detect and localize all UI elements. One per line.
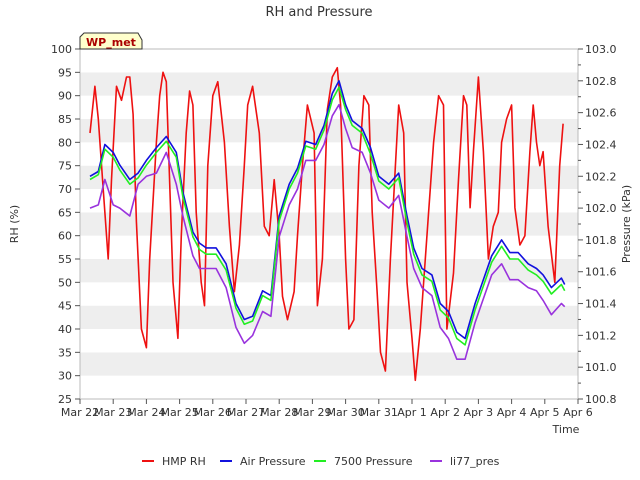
legend-label: Air Pressure [240, 455, 306, 468]
right-tick-label: 101.8 [585, 234, 617, 247]
left-tick-label: 50 [58, 276, 72, 289]
site-badge: WP_met [79, 32, 143, 50]
left-tick-label: 40 [58, 323, 72, 336]
x-tick-label: Mar 28 [260, 406, 298, 419]
left-tick-label: 55 [58, 253, 72, 266]
legend-label: li77_pres [450, 455, 500, 468]
left-tick-label: 70 [58, 183, 72, 196]
left-tick-label: 35 [58, 346, 72, 359]
right-tick-label: 101.6 [585, 266, 617, 279]
grid-band [80, 49, 578, 73]
right-tick-label: 101.0 [585, 361, 617, 374]
x-tick-label: Apr 3 [464, 406, 494, 419]
x-tick-label: Mar 31 [360, 406, 398, 419]
right-tick-label: 102.6 [585, 107, 617, 120]
left-tick-label: 95 [58, 66, 72, 79]
grid-band [80, 189, 578, 213]
y-axis-label-left: RH (%) [8, 205, 21, 243]
series-air-pressure-line [89, 80, 566, 340]
x-tick-label: Mar 22 [61, 406, 99, 419]
x-tick-label: Apr 2 [430, 406, 460, 419]
x-tick-label: Mar 24 [127, 406, 165, 419]
right-tick-label: 102.2 [585, 170, 617, 183]
x-tick-label: Mar 25 [160, 406, 198, 419]
x-tick-label: Apr 1 [397, 406, 427, 419]
grid-band [80, 235, 578, 259]
left-tick-label: 65 [58, 206, 72, 219]
legend: HMP RH Air Pressure 7500 Pressure li77_pres [142, 455, 500, 468]
grid-band [80, 352, 578, 376]
grid-band [80, 72, 578, 96]
legend-label: 7500 Pressure [334, 455, 413, 468]
x-tick-label: Mar 30 [326, 406, 364, 419]
left-tick-label: 80 [58, 136, 72, 149]
left-tick-label: 100 [51, 43, 72, 56]
x-tick-label: Mar 29 [293, 406, 331, 419]
left-tick-label: 45 [58, 300, 72, 313]
left-tick-label: 75 [58, 160, 72, 173]
grid-band [80, 212, 578, 236]
grid-band [80, 165, 578, 189]
right-tick-label: 102.8 [585, 75, 617, 88]
series-li77-pres-line [89, 103, 566, 361]
right-tick-label: 103.0 [585, 43, 617, 56]
y-axis-label-right: Pressure (kPa) [620, 185, 633, 263]
right-tick-label: 102.0 [585, 202, 617, 215]
x-tick-label: Mar 27 [227, 406, 265, 419]
x-tick-label: Apr 6 [563, 406, 593, 419]
right-tick-label: 100.8 [585, 393, 617, 406]
left-axis: 25 30 35 40 45 50 55 60 65 70 75 80 85 90 95 100 [51, 43, 80, 406]
series-7500-pressure-line [89, 86, 566, 346]
x-tick-label: Mar 26 [194, 406, 232, 419]
x-tick-label: Apr 4 [497, 406, 527, 419]
left-tick-label: 25 [58, 393, 72, 406]
series-hmp-rh-line [89, 66, 564, 382]
series-lines [89, 66, 566, 382]
grid-band [80, 329, 578, 353]
grid-band [80, 375, 578, 399]
grid-band [80, 305, 578, 329]
right-tick-label: 101.4 [585, 298, 617, 311]
chart-title: RH and Pressure [265, 5, 372, 20]
grid-band [80, 259, 578, 283]
left-tick-label: 85 [58, 113, 72, 126]
site-badge-label: WP_met [86, 36, 136, 49]
x-tick-label: Mar 23 [94, 406, 132, 419]
grid-band [80, 282, 578, 306]
site-badge-box [79, 32, 143, 50]
right-axis: 100.8 101.0 101.2 101.4 101.6 101.8 102.0 102.2… [578, 43, 617, 406]
grid-band [80, 119, 578, 143]
left-tick-label: 90 [58, 90, 72, 103]
x-tick-label: Apr 5 [530, 406, 560, 419]
x-axis-label: Time [552, 423, 580, 436]
left-tick-label: 30 [58, 370, 72, 383]
grid-band [80, 142, 578, 166]
right-tick-label: 101.2 [585, 329, 617, 342]
left-tick-label: 60 [58, 230, 72, 243]
legend-label: HMP RH [162, 455, 206, 468]
right-tick-label: 102.4 [585, 138, 617, 151]
